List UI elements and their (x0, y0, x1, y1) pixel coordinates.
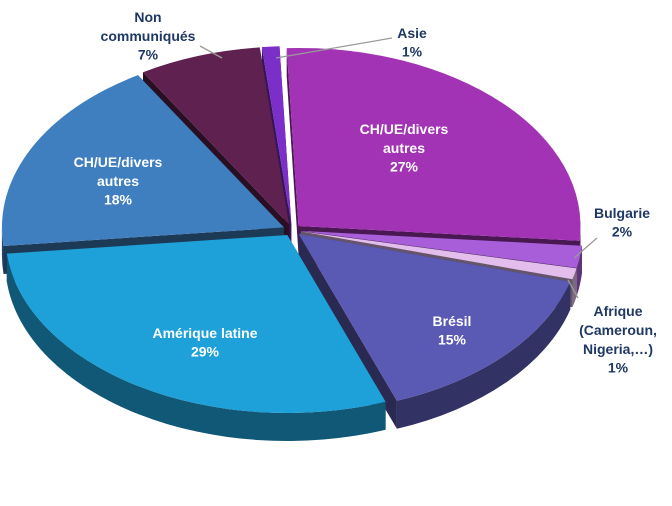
slice (6, 235, 386, 413)
slice-label: Amérique latine (152, 325, 257, 341)
value-label: 1% (402, 44, 423, 60)
leader-line (199, 45, 223, 59)
slice-label: Afrique (Cameroun, Nigeria,…) (579, 303, 657, 357)
leader-line (567, 279, 579, 299)
value-label: 29% (191, 344, 220, 360)
slice-wall (396, 281, 571, 429)
slice-label: Asie (397, 25, 427, 41)
slice-side (286, 48, 299, 254)
slice-wall (6, 253, 386, 441)
value-label: 7% (138, 47, 159, 63)
slice (298, 234, 571, 401)
value-label: 2% (612, 224, 633, 240)
slice (261, 46, 292, 225)
slice (286, 47, 581, 241)
value-label: 27% (390, 159, 419, 175)
slice-label: CH/UE/divers autres (74, 154, 163, 189)
value-label: 1% (608, 360, 629, 376)
slice (300, 231, 577, 280)
slice-label: Brésil (433, 313, 472, 329)
slice-label: Non communiqués (101, 9, 196, 44)
value-label: 15% (438, 332, 467, 348)
leader-line (275, 37, 393, 59)
slice (300, 230, 582, 268)
slice (1, 75, 284, 246)
slice-label: Bulgarie (594, 205, 650, 221)
leader-line (573, 237, 598, 259)
slice-wall (572, 268, 577, 308)
slice-wall (1, 227, 4, 274)
slice-wall (576, 245, 582, 296)
slice-label: CH/UE/divers autres (360, 121, 449, 156)
slice (143, 47, 290, 225)
value-label: 18% (104, 192, 133, 208)
